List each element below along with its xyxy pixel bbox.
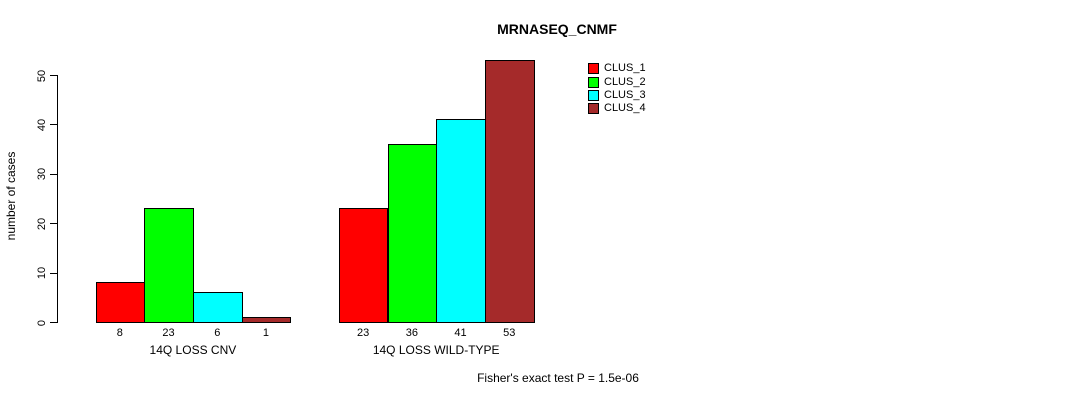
legend-swatch-icon [588, 103, 599, 115]
legend-label: CLUS_3 [604, 88, 646, 101]
bar-clus_2-2 [387, 144, 438, 323]
x-category-label: 14Q LOSS CNV [149, 343, 237, 357]
y-tick-label: 20 [36, 217, 48, 230]
bar-clus_4-2 [484, 60, 535, 323]
y-tick-label: 10 [36, 266, 48, 280]
legend-item-clus_4: CLUS_4 [588, 102, 646, 115]
legend-item-clus_3: CLUS_3 [588, 89, 646, 102]
bar-clus_1-1 [95, 282, 146, 323]
chart-title: MRNASEQ_CNMF [497, 21, 617, 37]
fisher-test-caption: Fisher's exact test P = 1.5e-06 [477, 371, 639, 385]
legend-item-clus_1: CLUS_1 [588, 62, 646, 75]
bar-clus_4-1 [241, 317, 292, 323]
bar-clus_1-2 [338, 208, 389, 323]
y-tick-mark [50, 173, 57, 175]
bar-value-label: 41 [454, 327, 467, 339]
y-tick-mark [50, 322, 57, 323]
y-tick-label: 40 [36, 118, 48, 132]
y-tick-label: 50 [36, 69, 48, 82]
y-axis-title: number of cases [4, 151, 18, 241]
x-category-label: 14Q LOSS WILD-TYPE [372, 343, 500, 357]
legend-label: CLUS_4 [604, 102, 646, 115]
legend-swatch-icon [588, 63, 599, 75]
bar-value-label: 23 [162, 327, 175, 339]
legend: CLUS_1 CLUS_2 CLUS_3 CLUS_4 [588, 62, 646, 116]
legend-swatch-icon [588, 89, 599, 101]
bar-value-label: 36 [405, 327, 418, 339]
legend-label: CLUS_2 [604, 75, 646, 88]
bar-value-label: 8 [116, 327, 123, 339]
y-tick-mark [50, 223, 57, 225]
y-tick-mark [50, 75, 57, 76]
bar-value-label: 6 [214, 327, 221, 339]
y-tick-label: 30 [36, 168, 48, 181]
legend-item-clus_2: CLUS_2 [588, 75, 646, 88]
y-tick-label: 0 [36, 319, 48, 326]
y-axis-line [57, 75, 58, 323]
bar-value-label: 23 [357, 327, 370, 339]
bar-clus_3-2 [436, 119, 486, 323]
bar-clus_3-1 [192, 292, 243, 323]
legend-swatch-icon [588, 76, 599, 88]
bar-value-label: 53 [503, 327, 516, 339]
bar-clus_2-1 [144, 208, 194, 323]
y-tick-mark [50, 272, 57, 274]
y-tick-mark [50, 124, 57, 126]
bar-value-label: 1 [262, 327, 269, 339]
legend-label: CLUS_1 [604, 62, 646, 75]
